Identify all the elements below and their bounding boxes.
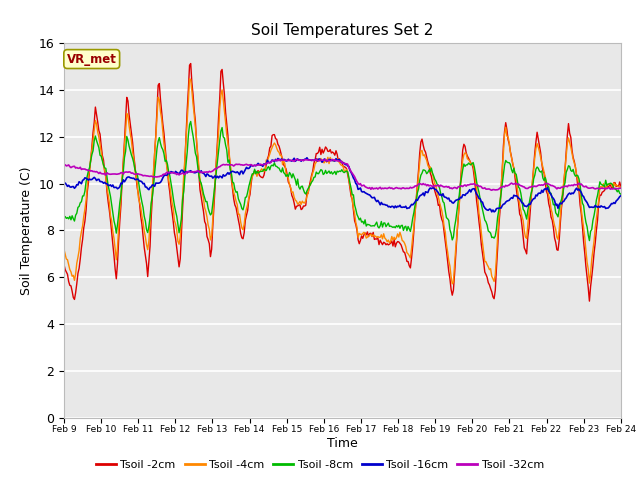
- Tsoil -2cm: [373, 236, 381, 242]
- Tsoil -16cm: [399, 204, 407, 210]
- Tsoil -32cm: [292, 156, 300, 162]
- Line: Tsoil -16cm: Tsoil -16cm: [64, 158, 621, 212]
- Text: VR_met: VR_met: [67, 53, 116, 66]
- Line: Tsoil -8cm: Tsoil -8cm: [64, 121, 621, 240]
- Tsoil -32cm: [399, 185, 407, 191]
- Tsoil -2cm: [617, 183, 625, 189]
- Tsoil -2cm: [234, 217, 242, 223]
- Tsoil -8cm: [567, 168, 575, 173]
- Tsoil -2cm: [399, 249, 407, 255]
- Tsoil -32cm: [568, 182, 576, 188]
- Tsoil -32cm: [617, 185, 625, 191]
- Tsoil -4cm: [399, 239, 407, 244]
- Tsoil -2cm: [567, 134, 575, 140]
- Tsoil -4cm: [568, 150, 576, 156]
- Tsoil -16cm: [470, 186, 478, 192]
- Tsoil -32cm: [60, 163, 68, 168]
- Tsoil -4cm: [296, 199, 304, 204]
- Tsoil -4cm: [449, 281, 456, 287]
- Title: Soil Temperatures Set 2: Soil Temperatures Set 2: [252, 23, 433, 38]
- Tsoil -4cm: [617, 185, 625, 191]
- X-axis label: Time: Time: [327, 437, 358, 450]
- Tsoil -32cm: [234, 162, 241, 168]
- Tsoil -8cm: [234, 196, 242, 202]
- Y-axis label: Soil Temperature (C): Soil Temperature (C): [20, 166, 33, 295]
- Tsoil -16cm: [60, 180, 68, 186]
- Tsoil -16cm: [295, 157, 303, 163]
- Tsoil -8cm: [187, 119, 195, 124]
- Tsoil -4cm: [472, 178, 479, 184]
- Line: Tsoil -32cm: Tsoil -32cm: [64, 159, 621, 190]
- Tsoil -32cm: [488, 187, 495, 193]
- Tsoil -8cm: [296, 186, 304, 192]
- Tsoil -2cm: [60, 262, 68, 267]
- Tsoil -16cm: [617, 193, 625, 199]
- Tsoil -32cm: [373, 185, 381, 191]
- Tsoil -2cm: [187, 60, 195, 66]
- Tsoil -8cm: [399, 228, 407, 233]
- Tsoil -4cm: [186, 76, 193, 82]
- Line: Tsoil -4cm: Tsoil -4cm: [64, 79, 621, 284]
- Tsoil -32cm: [296, 157, 304, 163]
- Tsoil -8cm: [60, 215, 68, 220]
- Line: Tsoil -2cm: Tsoil -2cm: [64, 63, 621, 301]
- Tsoil -8cm: [470, 164, 478, 170]
- Tsoil -16cm: [303, 155, 311, 161]
- Tsoil -32cm: [470, 181, 478, 187]
- Tsoil -2cm: [586, 298, 593, 304]
- Tsoil -4cm: [60, 246, 68, 252]
- Tsoil -2cm: [470, 175, 478, 181]
- Tsoil -4cm: [373, 235, 381, 240]
- Tsoil -16cm: [490, 209, 498, 215]
- Tsoil -16cm: [373, 199, 381, 204]
- Tsoil -2cm: [296, 202, 304, 208]
- Tsoil -16cm: [568, 190, 576, 196]
- Tsoil -8cm: [586, 238, 593, 243]
- Legend: Tsoil -2cm, Tsoil -4cm, Tsoil -8cm, Tsoil -16cm, Tsoil -32cm: Tsoil -2cm, Tsoil -4cm, Tsoil -8cm, Tsoi…: [92, 456, 548, 474]
- Tsoil -8cm: [373, 219, 381, 225]
- Tsoil -4cm: [234, 211, 242, 217]
- Tsoil -16cm: [234, 169, 241, 175]
- Tsoil -8cm: [617, 191, 625, 197]
